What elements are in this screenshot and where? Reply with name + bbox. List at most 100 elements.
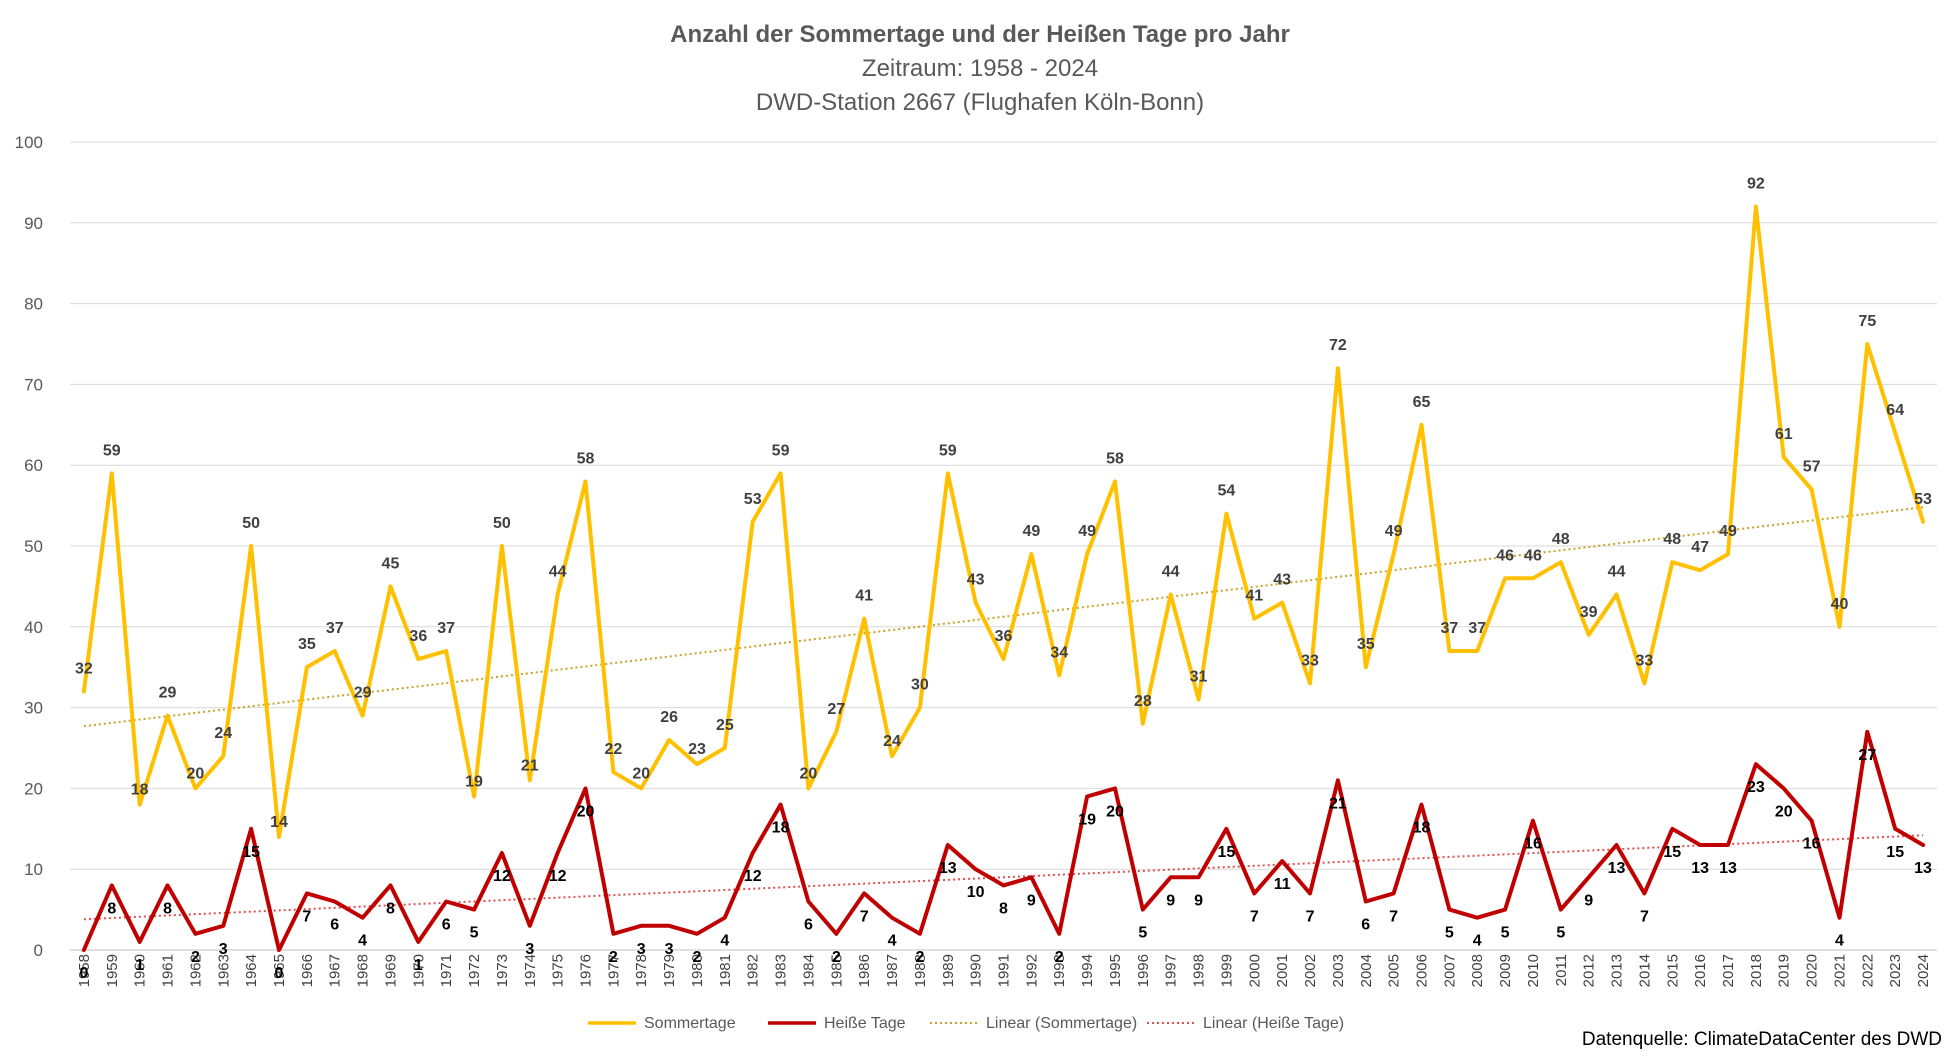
data-label: 7 <box>860 908 869 925</box>
x-tick-label: 1972 <box>466 954 483 987</box>
data-label: 44 <box>1608 563 1626 580</box>
legend-linear-heisse-tage-label: Linear (Heiße Tage) <box>1203 1015 1344 1032</box>
data-label: 53 <box>744 491 762 508</box>
data-label: 20 <box>1106 803 1124 820</box>
y-tick-label: 90 <box>24 214 43 233</box>
x-tick-label: 1986 <box>856 954 873 987</box>
trendline-heisse-tage <box>83 834 1924 921</box>
data-label: 23 <box>688 741 706 758</box>
x-tick-label: 1997 <box>1163 954 1180 987</box>
x-tick-label: 1978 <box>633 954 650 987</box>
data-label: 65 <box>1413 394 1431 411</box>
data-label: 2 <box>609 949 618 966</box>
data-label: 48 <box>1552 531 1570 548</box>
data-label: 9 <box>1166 892 1175 909</box>
x-tick-label: 2004 <box>1358 954 1375 987</box>
series-line-sommertage <box>81 204 1926 839</box>
data-label: 25 <box>716 717 734 734</box>
data-label: 2 <box>832 949 841 966</box>
data-label: 50 <box>493 515 511 532</box>
x-tick-label: 1993 <box>1051 954 1068 987</box>
data-label: 10 <box>967 884 985 901</box>
x-tick-label: 2020 <box>1804 954 1821 987</box>
x-tick-label: 1965 <box>271 954 288 987</box>
y-tick-label: 100 <box>15 133 43 152</box>
data-label: 44 <box>1162 563 1180 580</box>
x-tick-label: 1975 <box>550 954 567 987</box>
x-tick-label: 1969 <box>382 954 399 987</box>
data-label: 12 <box>493 868 511 885</box>
data-label: 4 <box>1835 933 1844 950</box>
data-label: 34 <box>1050 644 1068 661</box>
data-label: 36 <box>409 628 427 645</box>
x-tick-label: 2018 <box>1748 954 1765 987</box>
data-label: 3 <box>525 941 534 958</box>
legend-sommertage-label: Sommertage <box>644 1015 736 1032</box>
data-label: 53 <box>1914 491 1932 508</box>
x-tick-label: 2013 <box>1609 954 1626 987</box>
data-label: 7 <box>302 908 311 925</box>
data-label: 37 <box>1468 620 1486 637</box>
x-tick-label: 2010 <box>1525 954 1542 987</box>
data-label: 4 <box>358 933 367 950</box>
x-tick-label: 1998 <box>1191 954 1208 987</box>
data-label: 8 <box>999 900 1008 917</box>
x-tick-label: 2002 <box>1302 954 1319 987</box>
data-label: 20 <box>632 765 650 782</box>
x-tick-label: 1962 <box>187 954 204 987</box>
data-label: 9 <box>1027 892 1036 909</box>
data-label: 18 <box>131 782 149 799</box>
data-label: 31 <box>1190 669 1208 686</box>
data-label: 1 <box>414 957 423 974</box>
data-label: 9 <box>1194 892 1203 909</box>
x-tick-label: 1974 <box>522 954 539 987</box>
data-label: 4 <box>720 933 729 950</box>
data-label: 5 <box>470 925 479 942</box>
x-tick-label: 1973 <box>494 954 511 987</box>
x-tick-label: 2024 <box>1915 954 1932 987</box>
data-label: 15 <box>1663 844 1681 861</box>
data-label: 64 <box>1886 402 1904 419</box>
x-tick-label: 1959 <box>104 954 121 987</box>
data-label: 39 <box>1580 604 1598 621</box>
data-label: 26 <box>660 709 678 726</box>
x-tick-label: 2017 <box>1720 954 1737 987</box>
y-tick-label: 30 <box>24 699 43 718</box>
data-label: 20 <box>800 765 818 782</box>
x-tick-label: 1979 <box>661 954 678 987</box>
data-label: 61 <box>1775 426 1793 443</box>
data-label: 33 <box>1301 652 1319 669</box>
data-label: 37 <box>326 620 344 637</box>
trendline-sommertage <box>83 506 1924 728</box>
data-label: 3 <box>637 941 646 958</box>
x-tick-label: 2007 <box>1441 954 1458 987</box>
data-label: 27 <box>827 701 845 718</box>
x-tick-label: 1996 <box>1135 954 1152 987</box>
x-tick-label: 1966 <box>299 954 316 987</box>
data-label: 12 <box>549 868 567 885</box>
x-axis: 1958 1959 1960 1961 1962 1963 1964 1965 1966 1967… <box>70 949 1937 987</box>
data-label: 5 <box>1138 925 1147 942</box>
x-tick-label: 1989 <box>940 954 957 987</box>
data-label: 6 <box>804 917 813 934</box>
x-tick-label: 2023 <box>1887 954 1904 987</box>
data-label: 36 <box>995 628 1013 645</box>
data-label: 13 <box>939 860 957 877</box>
y-tick-label: 50 <box>24 537 43 556</box>
x-tick-label: 1981 <box>717 954 734 987</box>
data-label: 54 <box>1218 483 1236 500</box>
data-label: 21 <box>521 757 539 774</box>
x-tick-label: 2000 <box>1246 954 1263 987</box>
legend-heisse-tage-label: Heiße Tage <box>824 1015 906 1032</box>
chart-title: Anzahl der Sommertage und der Heißen Tag… <box>670 21 1290 48</box>
data-label: 2 <box>693 949 702 966</box>
data-label: 35 <box>298 636 316 653</box>
x-tick-label: 1982 <box>745 954 762 987</box>
x-tick-label: 1977 <box>605 954 622 987</box>
data-label: 16 <box>1524 836 1542 853</box>
data-label: 35 <box>1357 636 1375 653</box>
data-label: 75 <box>1858 313 1876 330</box>
data-label: 37 <box>437 620 455 637</box>
data-label: 8 <box>386 900 395 917</box>
